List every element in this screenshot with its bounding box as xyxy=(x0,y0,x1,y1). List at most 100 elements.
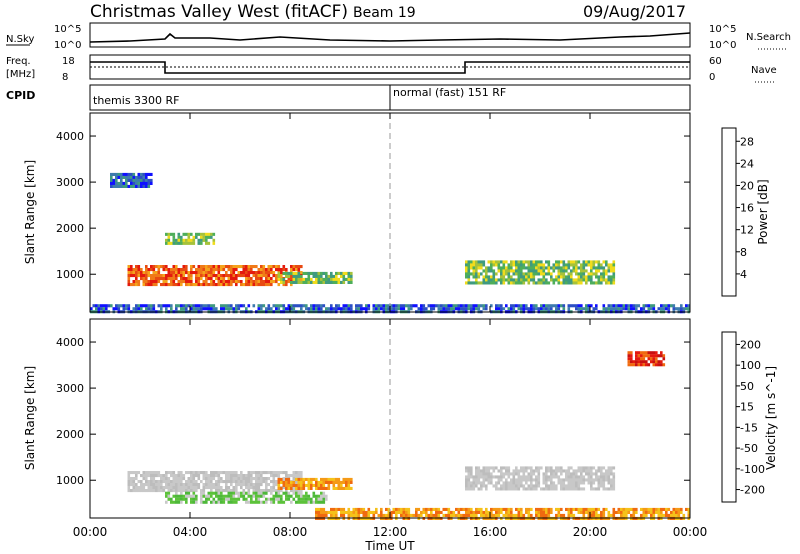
heatmap-cell xyxy=(290,486,293,490)
heatmap-cell xyxy=(547,304,551,308)
heatmap-cell xyxy=(357,507,361,511)
heatmap-cell xyxy=(285,271,288,275)
heatmap-cell xyxy=(177,477,181,481)
heatmap-cell xyxy=(252,280,256,284)
heatmap-cell xyxy=(447,304,451,308)
heatmap-cell xyxy=(307,271,311,275)
heatmap-cell xyxy=(612,266,616,270)
heatmap-cell xyxy=(572,484,576,488)
heatmap-cell xyxy=(580,469,583,473)
heatmap-cell xyxy=(510,269,513,273)
heatmap-cell xyxy=(482,513,486,517)
heatmap-cell xyxy=(205,483,208,487)
heatmap-cell xyxy=(560,481,563,485)
heatmap-cell xyxy=(180,494,183,498)
heatmap-cell xyxy=(595,272,598,276)
freq-label-2: [MHz] xyxy=(6,69,35,80)
heatmap-cell xyxy=(472,307,476,311)
heatmap-cell xyxy=(230,477,233,481)
heatmap-cell xyxy=(220,280,223,284)
heatmap-cell xyxy=(562,281,566,285)
heatmap-cell xyxy=(320,510,323,514)
heatmap-cell xyxy=(617,507,621,511)
heatmap-cell xyxy=(242,268,246,272)
heatmap-cell xyxy=(317,480,321,484)
heatmap-cell xyxy=(505,510,508,514)
heatmap-cell xyxy=(185,491,188,495)
heatmap-cell xyxy=(567,475,571,479)
heatmap-cell xyxy=(297,265,301,269)
heatmap-cell xyxy=(562,278,566,282)
heatmap-cell xyxy=(147,483,151,487)
heatmap-cell xyxy=(490,304,493,308)
heatmap-cell xyxy=(545,513,548,517)
heatmap-cell xyxy=(232,265,236,269)
heatmap-cell xyxy=(662,507,666,511)
heatmap-cell xyxy=(297,271,301,275)
heatmap-cell xyxy=(265,277,268,281)
heatmap-cell xyxy=(607,481,611,485)
heatmap-cell xyxy=(542,278,546,282)
heatmap-cell xyxy=(580,307,583,311)
heatmap-cell xyxy=(165,265,168,269)
heatmap-cell xyxy=(477,304,481,308)
heatmap-cell xyxy=(222,277,226,281)
heatmap-cell xyxy=(457,507,461,511)
heatmap-cell xyxy=(177,497,181,501)
heatmap-cell xyxy=(345,486,348,490)
heatmap-cell xyxy=(517,307,521,311)
heatmap-cell xyxy=(197,238,201,242)
heatmap-cell xyxy=(110,184,113,188)
heatmap-cell xyxy=(550,484,553,488)
heatmap-cell xyxy=(330,307,333,311)
heatmap-cell xyxy=(537,466,541,470)
heatmap-cell xyxy=(615,510,618,514)
heatmap-cell xyxy=(287,491,291,495)
heatmap-cell xyxy=(345,483,348,487)
heatmap-cell xyxy=(205,241,208,245)
heatmap-cell xyxy=(157,474,161,478)
heatmap-cell xyxy=(537,513,541,517)
heatmap-cell xyxy=(302,477,306,481)
heatmap-cell xyxy=(602,478,606,482)
heatmap-cell xyxy=(512,475,516,479)
heatmap-cell xyxy=(595,269,598,273)
heatmap-cell xyxy=(207,474,211,478)
heatmap-cell xyxy=(182,483,186,487)
heatmap-cell xyxy=(397,304,401,308)
heatmap-cell xyxy=(182,280,186,284)
heatmap-cell xyxy=(267,277,271,281)
heatmap-cell xyxy=(515,513,518,517)
heatmap-cell xyxy=(162,480,166,484)
heatmap-cell xyxy=(260,274,263,278)
heatmap-cell xyxy=(467,266,471,270)
heatmap-cell xyxy=(532,307,536,311)
heatmap-cell xyxy=(565,507,568,511)
heatmap-cell xyxy=(522,307,526,311)
heatmap-cell xyxy=(145,280,148,284)
heatmap-cell xyxy=(580,281,583,285)
heatmap-cell xyxy=(522,484,526,488)
heatmap-cell xyxy=(535,260,538,264)
heatmap-cell xyxy=(317,513,321,517)
heatmap-cell xyxy=(137,172,141,176)
heatmap-cell xyxy=(262,304,266,308)
heatmap-cell xyxy=(192,500,196,504)
heatmap-cell xyxy=(192,477,196,481)
heatmap-cell xyxy=(147,274,151,278)
heatmap-cell xyxy=(445,307,448,311)
heatmap-cell xyxy=(177,304,181,308)
heatmap-cell xyxy=(165,483,168,487)
heatmap-cell xyxy=(327,483,331,487)
heatmap-cell xyxy=(210,489,213,493)
heatmap-cell xyxy=(325,497,328,501)
heatmap-cell xyxy=(572,478,576,482)
heatmap-cell xyxy=(295,277,298,281)
heatmap-cell xyxy=(182,489,186,493)
heatmap-cell xyxy=(600,272,603,276)
heatmap-cell xyxy=(185,241,188,245)
heatmap-cell xyxy=(190,474,193,478)
heatmap-cell xyxy=(182,265,186,269)
heatmap-cell xyxy=(430,510,433,514)
heatmap-cell xyxy=(517,260,521,264)
